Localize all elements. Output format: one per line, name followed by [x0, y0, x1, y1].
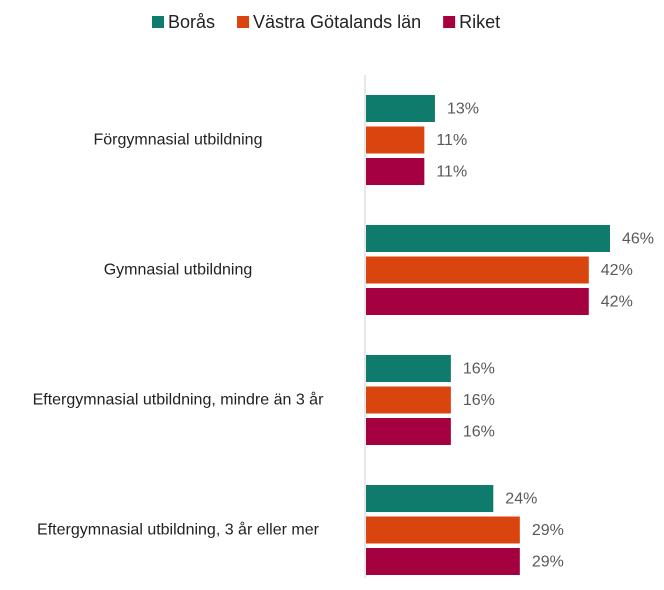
value-label: 13%: [447, 101, 479, 118]
value-label: 16%: [463, 361, 495, 378]
legend-label: Västra Götalands län: [253, 12, 421, 32]
value-label: 11%: [436, 164, 467, 181]
bar: [366, 256, 589, 284]
bar: [366, 158, 425, 185]
bar: [366, 355, 451, 382]
legend-label: Borås: [168, 12, 215, 32]
value-label: 42%: [601, 262, 633, 279]
category-label: Gymnasial utbildning: [103, 261, 253, 279]
value-label: 24%: [505, 491, 537, 508]
value-label: 42%: [601, 294, 633, 311]
category-label: Eftergymnasial utbildning, mindre än 3 å…: [32, 391, 324, 409]
bar: [366, 516, 520, 544]
legend-swatch: [443, 16, 456, 28]
bar: [366, 95, 435, 122]
value-label: 16%: [463, 392, 495, 409]
bar: [366, 126, 425, 154]
value-label: 11%: [436, 132, 467, 149]
legend-swatch: [237, 16, 250, 28]
category-label: Eftergymnasial utbildning, 3 år eller me…: [37, 521, 319, 539]
category-label: Förgymnasial utbildning: [93, 131, 263, 149]
value-label: 29%: [532, 522, 564, 539]
bar: [366, 485, 494, 512]
value-label: 29%: [532, 554, 564, 571]
legend-label: Riket: [459, 12, 500, 32]
bar: [366, 548, 520, 575]
bar: [366, 225, 610, 252]
value-label: 16%: [463, 424, 495, 441]
legend-swatch: [152, 16, 164, 28]
bar: [366, 288, 589, 315]
value-label: 46%: [622, 231, 654, 248]
bar: [366, 386, 451, 414]
bar: [366, 418, 451, 445]
